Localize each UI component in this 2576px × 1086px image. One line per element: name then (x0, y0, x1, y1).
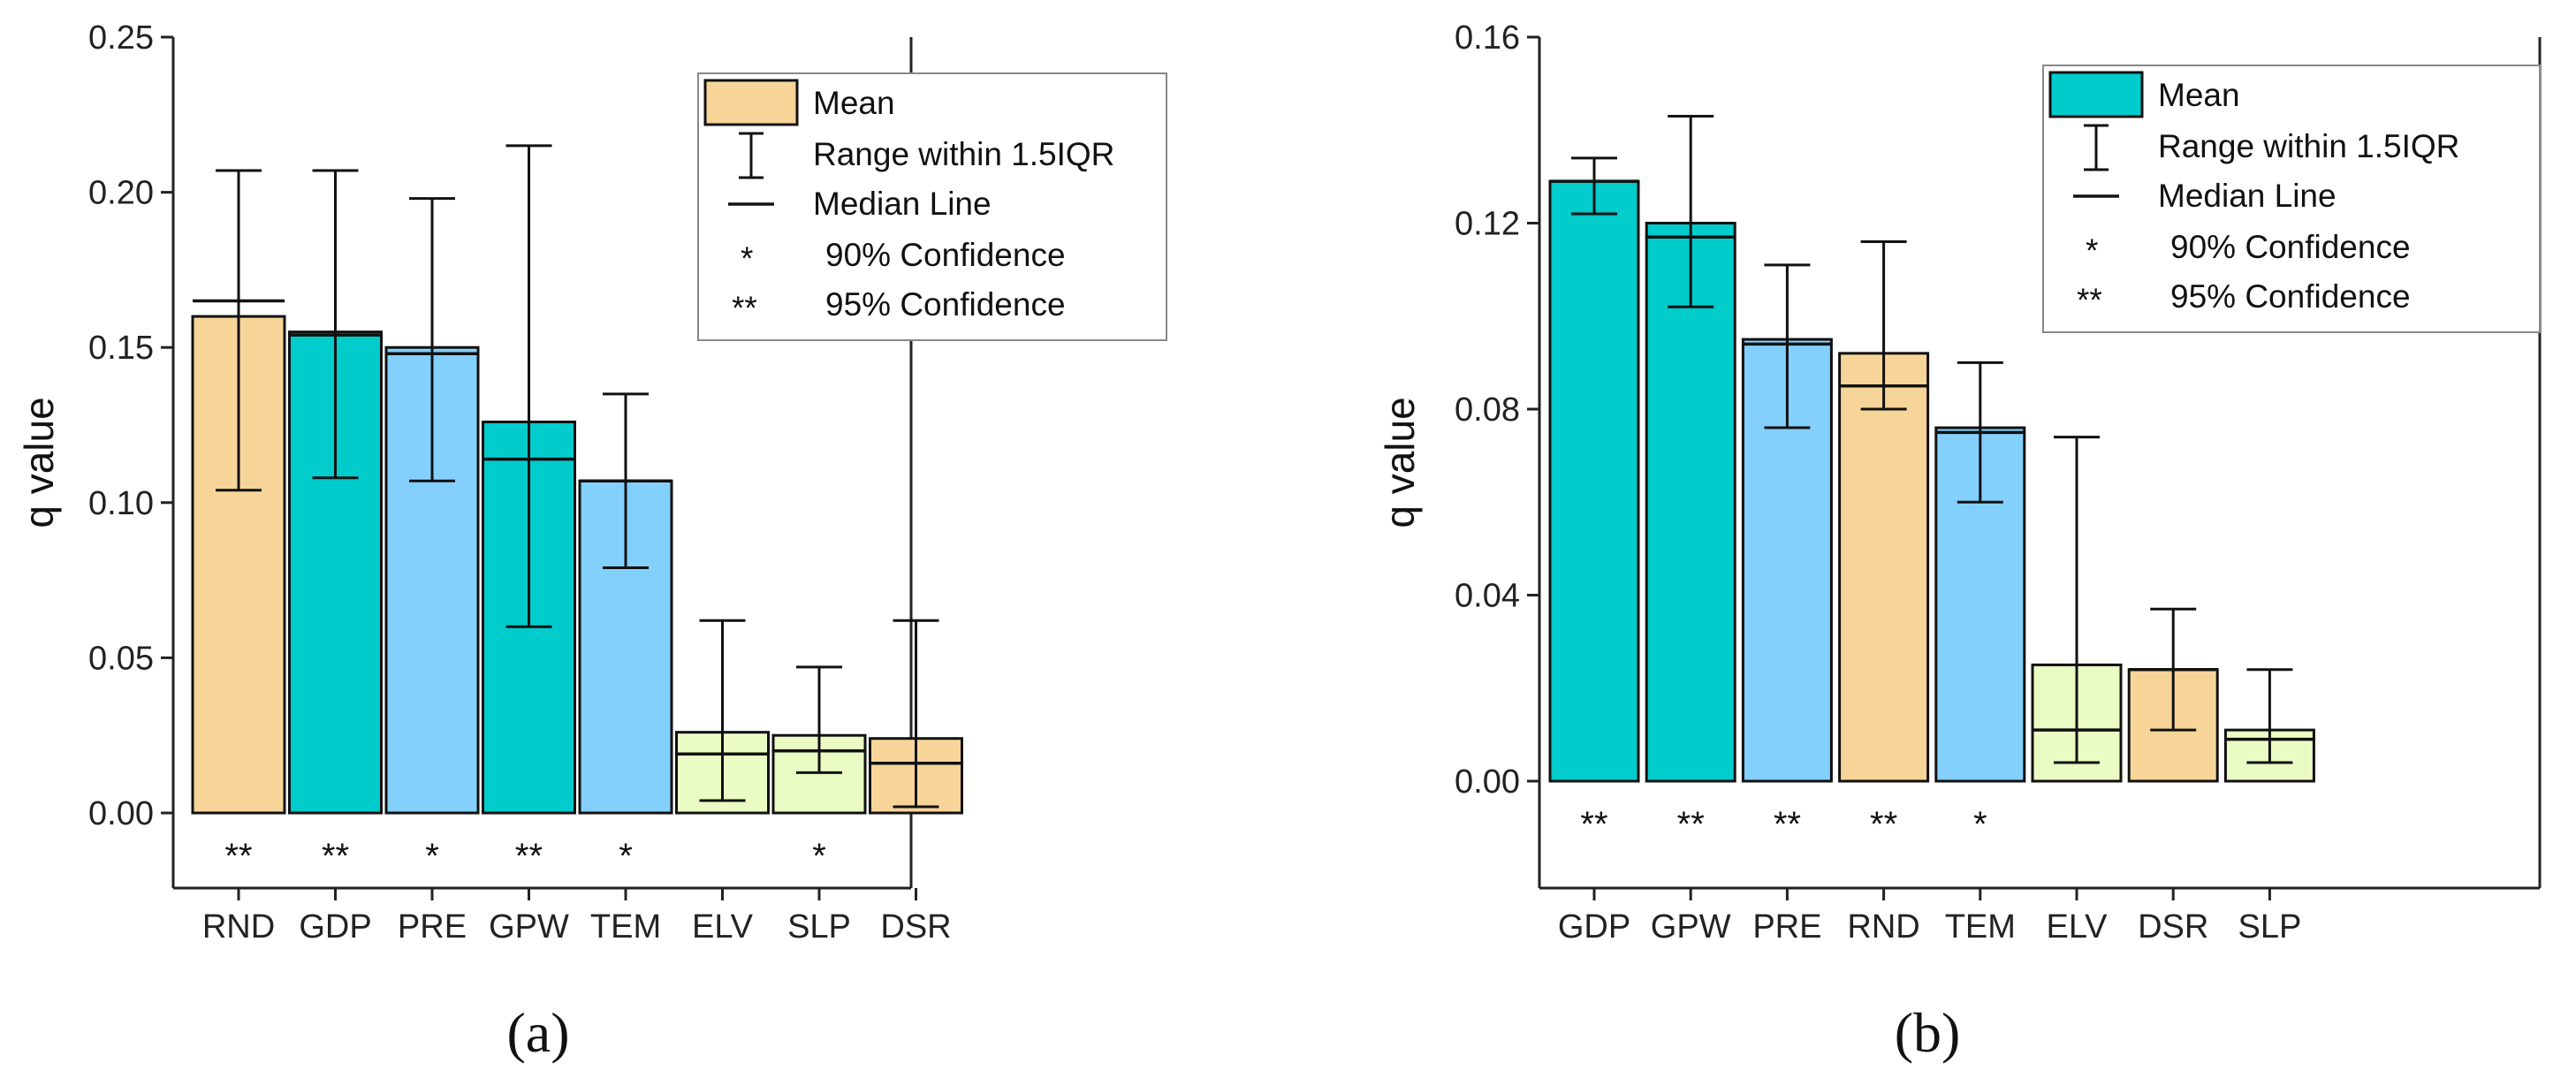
legend-box (2042, 65, 2541, 333)
y-tick-label: 0.25 (88, 19, 154, 57)
x-tick-label: DSR (880, 908, 951, 946)
legend-conf95-symbol: ** (732, 290, 757, 326)
legend-conf90-label: 90% Confidence (825, 237, 1066, 273)
significance-marker: ** (1870, 805, 1897, 844)
x-tick-label: GPW (489, 908, 569, 946)
y-axis-label: q value (1377, 397, 1423, 528)
x-tick-label: TEM (1945, 908, 2016, 946)
x-tick-label: RND (202, 908, 275, 946)
legend-median-label: Median Line (2158, 178, 2337, 214)
x-tick-label: GDP (1558, 908, 1630, 946)
significance-marker: ** (1677, 805, 1705, 844)
x-tick-label: SLP (787, 908, 851, 946)
y-tick-label: 0.00 (88, 795, 154, 832)
chart-panel-a: 0.000.050.100.150.200.25q valueRND**GDP*… (16, 19, 1167, 1064)
x-tick-label: PRE (1752, 908, 1821, 946)
legend-conf90-symbol: * (741, 240, 753, 277)
y-tick-label: 0.08 (1455, 391, 1520, 429)
panel-label: (a) (506, 1001, 569, 1064)
significance-marker: ** (322, 837, 349, 876)
legend-range-label: Range within 1.5IQR (2158, 128, 2459, 164)
y-axis-label: q value (16, 397, 62, 528)
chart-panel-b: 0.000.040.080.120.16q valueGDP**GPW**PRE… (1377, 19, 2542, 1064)
significance-marker: ** (1774, 805, 1801, 844)
legend-mean-swatch (703, 79, 799, 126)
x-tick-label: TEM (590, 908, 661, 946)
significance-marker: * (812, 837, 826, 876)
x-tick-label: PRE (398, 908, 467, 946)
legend-conf95-label: 95% Confidence (2170, 278, 2411, 315)
legend-mean-swatch (2048, 71, 2144, 118)
x-tick-label: RND (1847, 908, 1919, 946)
y-tick-label: 0.20 (88, 175, 154, 212)
y-tick-label: 0.00 (1455, 763, 1520, 801)
x-tick-label: DSR (2138, 908, 2208, 946)
significance-marker: * (619, 837, 633, 876)
legend: Mean Range within 1.5IQR Median Line * 90% C… (2042, 65, 2541, 333)
legend-median-label: Median Line (813, 186, 992, 222)
legend-mean-label: Mean (2158, 77, 2240, 113)
legend: Mean Range within 1.5IQR Median Line * 90% C… (697, 72, 1167, 341)
x-tick-label: ELV (2046, 908, 2108, 946)
x-tick-label: GDP (299, 908, 371, 946)
y-tick-label: 0.16 (1455, 19, 1520, 57)
legend-conf90-label: 90% Confidence (2170, 229, 2411, 265)
y-tick-label: 0.05 (88, 640, 154, 677)
bar-mean (1548, 179, 1640, 783)
significance-marker: * (1973, 805, 1987, 844)
legend-conf95-label: 95% Confidence (825, 286, 1066, 323)
x-tick-label: GPW (1651, 908, 1731, 946)
y-tick-label: 0.04 (1455, 578, 1520, 615)
legend-conf95-symbol: ** (2077, 282, 2102, 318)
legend-conf90-symbol: * (2086, 232, 2098, 269)
significance-marker: * (425, 837, 439, 876)
x-tick-label: SLP (2238, 908, 2301, 946)
significance-marker: ** (224, 837, 252, 876)
y-tick-label: 0.15 (88, 330, 154, 367)
x-tick-label: ELV (692, 908, 754, 946)
panel-label: (b) (1895, 1001, 1961, 1064)
significance-marker: ** (1580, 805, 1607, 844)
legend-mean-label: Mean (813, 85, 895, 121)
y-tick-label: 0.12 (1455, 206, 1520, 243)
significance-marker: ** (515, 837, 543, 876)
legend-range-label: Range within 1.5IQR (813, 136, 1114, 172)
y-tick-label: 0.10 (88, 485, 154, 522)
bar-mean (1838, 352, 1930, 783)
